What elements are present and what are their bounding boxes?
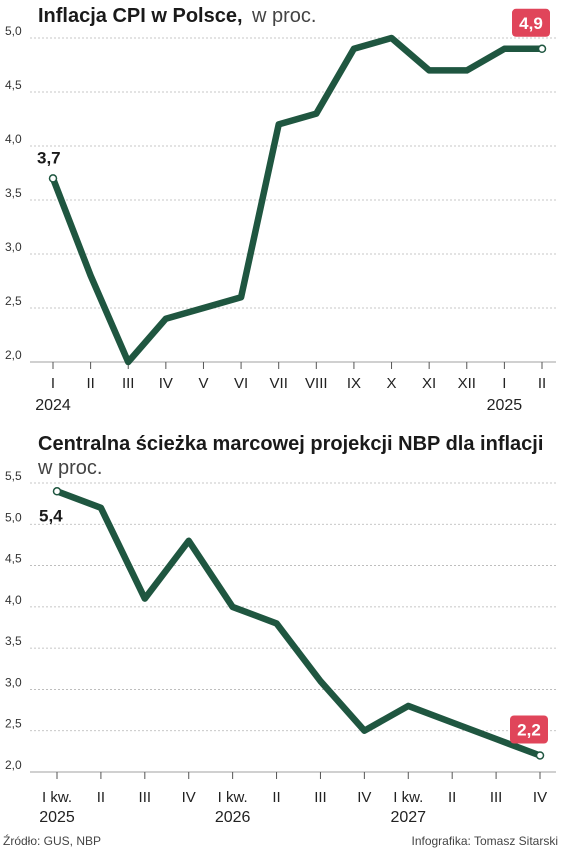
chart2-data-point — [142, 596, 148, 601]
chart1-data-point — [126, 359, 131, 365]
chart2-data-point — [318, 678, 323, 684]
chart1-data-point — [314, 111, 319, 116]
chart1-data-point — [163, 316, 169, 321]
chart1-data-point — [389, 35, 394, 41]
chart1-highlight-badge — [512, 8, 550, 37]
chart1-x-tick-label: XII — [458, 375, 476, 392]
chart1-x-tick-label: X — [387, 375, 397, 392]
chart2-endpoint-marker — [535, 751, 545, 760]
chart1-title-unit: w proc. — [251, 5, 316, 27]
chart1-y-tick-label: 3,5 — [5, 186, 22, 200]
chart2-x-tick-label: II — [272, 789, 280, 806]
chart1-x-tick-label: V — [198, 375, 208, 392]
chart2-data-point — [449, 720, 455, 725]
chart1-y-tick-label: 2,0 — [5, 348, 22, 362]
chart2-y-tick-label: 2,0 — [5, 758, 22, 772]
chart1-y-tick-label: 3,0 — [5, 240, 22, 254]
chart1-x-tick-label: IV — [159, 375, 173, 392]
chart1-data-point — [426, 68, 432, 73]
chart1-endpoint-marker — [537, 44, 547, 54]
chart2-y-tick-label: 2,5 — [5, 717, 22, 731]
chart2-data-point — [186, 538, 191, 543]
chart1-data-point — [502, 46, 507, 51]
chart1-start-value: 3,7 — [37, 148, 61, 167]
chart2-plot: 2,02,53,03,54,04,55,05,5I kw. II III IV I kw… — [5, 469, 556, 826]
chart1-x-tick-label: XI — [422, 375, 436, 392]
chart2-x-tick-label: I kw. — [393, 789, 423, 806]
chart1-x-tick-label: VI — [234, 375, 248, 392]
chart1-data-point — [464, 68, 469, 73]
chart2-y-tick-label: 3,5 — [5, 634, 22, 648]
chart2-year-label: 2026 — [215, 809, 251, 826]
chart2-highlight-badge — [510, 715, 548, 744]
chart1-title: Inflacja CPI w Polsce, w proc. — [38, 5, 316, 27]
chart2-y-tick-label: 4,5 — [5, 552, 22, 566]
chart2-year-label: 2025 — [39, 809, 75, 826]
chart1-x-tick-label: I — [51, 375, 55, 392]
chart2-x-tick-label: III — [139, 789, 152, 806]
chart1-y-tick-label: 5,0 — [5, 24, 22, 38]
chart1-title-main: Inflacja CPI w Polsce, — [38, 5, 243, 27]
chart1-data-point — [351, 46, 357, 51]
chart2-x-tick-label: IV — [357, 789, 371, 806]
chart1-y-tick-label: 2,5 — [5, 294, 22, 308]
chart1-data-point — [276, 122, 281, 127]
chart2-data-point — [493, 736, 499, 742]
chart1-x-tick-label: I — [502, 375, 506, 392]
credit-note: Infografika: Tomasz Sitarski — [411, 834, 558, 848]
chart2-x-tick-label: III — [490, 789, 503, 806]
chart2-x-tick-label: II — [448, 789, 456, 806]
chart2-x-tick-label: II — [97, 789, 105, 806]
chart2-highlight-value: 2,2 — [517, 720, 541, 739]
chart2-data-point — [230, 604, 235, 610]
chart2-x-tick-label: I kw. — [218, 789, 248, 806]
chart2-data-point — [274, 621, 279, 626]
chart1-highlight-value: 4,9 — [519, 14, 543, 33]
chart1-year-label: 2024 — [35, 397, 71, 414]
chart1-x-tick-label: II — [538, 375, 546, 392]
chart1-series-line — [49, 34, 546, 366]
chart1-endpoint-marker — [48, 174, 58, 183]
chart2-endpoint-marker — [52, 487, 62, 496]
chart2-data-point — [98, 505, 104, 510]
chart1-y-tick-label: 4,5 — [5, 78, 22, 92]
chart2-title: Centralna ścieżka marcowej projekcji NBP… — [38, 433, 543, 455]
chart1-x-tick-label: III — [122, 375, 135, 392]
chart2-y-tick-label: 4,0 — [5, 593, 22, 607]
chart1-x-tick-label: VIII — [305, 375, 328, 392]
chart2-x-tick-label: I kw. — [42, 789, 72, 806]
chart2-y-tick-label: 3,0 — [5, 675, 22, 689]
chart1-data-point — [238, 295, 244, 300]
chart1-plot: 2,02,53,03,54,04,55,0I II III IV V VI VII VIII I… — [5, 8, 556, 414]
chart2-x-tick-label: III — [314, 789, 327, 806]
chart2-year-label: 2027 — [390, 809, 426, 826]
chart1-data-point — [201, 305, 206, 311]
chart2-x-tick-label: IV — [182, 789, 196, 806]
chart2-start-value: 5,4 — [39, 506, 63, 525]
chart2-y-tick-label: 5,5 — [5, 469, 22, 483]
chart2-series-line — [53, 488, 544, 759]
chart1-x-tick-label: IX — [347, 375, 361, 392]
chart1-data-point — [88, 273, 93, 278]
chart1-x-tick-label: VII — [270, 375, 288, 392]
chart1-x-tick-label: II — [86, 375, 94, 392]
chart2-x-tick-label: IV — [533, 789, 547, 806]
chart1-year-label: 2025 — [487, 397, 523, 414]
chart2-data-point — [362, 728, 367, 733]
chart2-data-point — [406, 703, 411, 709]
chart2-y-tick-label: 5,0 — [5, 510, 22, 524]
source-note: Źródło: GUS, NBP — [3, 833, 101, 848]
chart1-y-tick-label: 4,0 — [5, 132, 22, 146]
chart2-subtitle: w proc. — [37, 457, 102, 479]
